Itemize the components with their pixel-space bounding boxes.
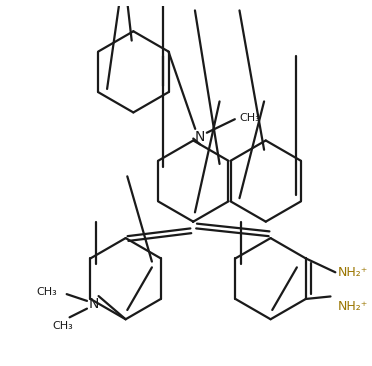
Text: N: N	[195, 130, 205, 143]
Text: N: N	[89, 297, 99, 311]
Text: CH₃: CH₃	[36, 287, 57, 297]
Text: CH₃: CH₃	[240, 113, 260, 123]
Text: CH₃: CH₃	[52, 321, 73, 331]
Text: NH₂⁺: NH₂⁺	[338, 300, 369, 313]
Text: NH₂⁺: NH₂⁺	[338, 266, 369, 279]
